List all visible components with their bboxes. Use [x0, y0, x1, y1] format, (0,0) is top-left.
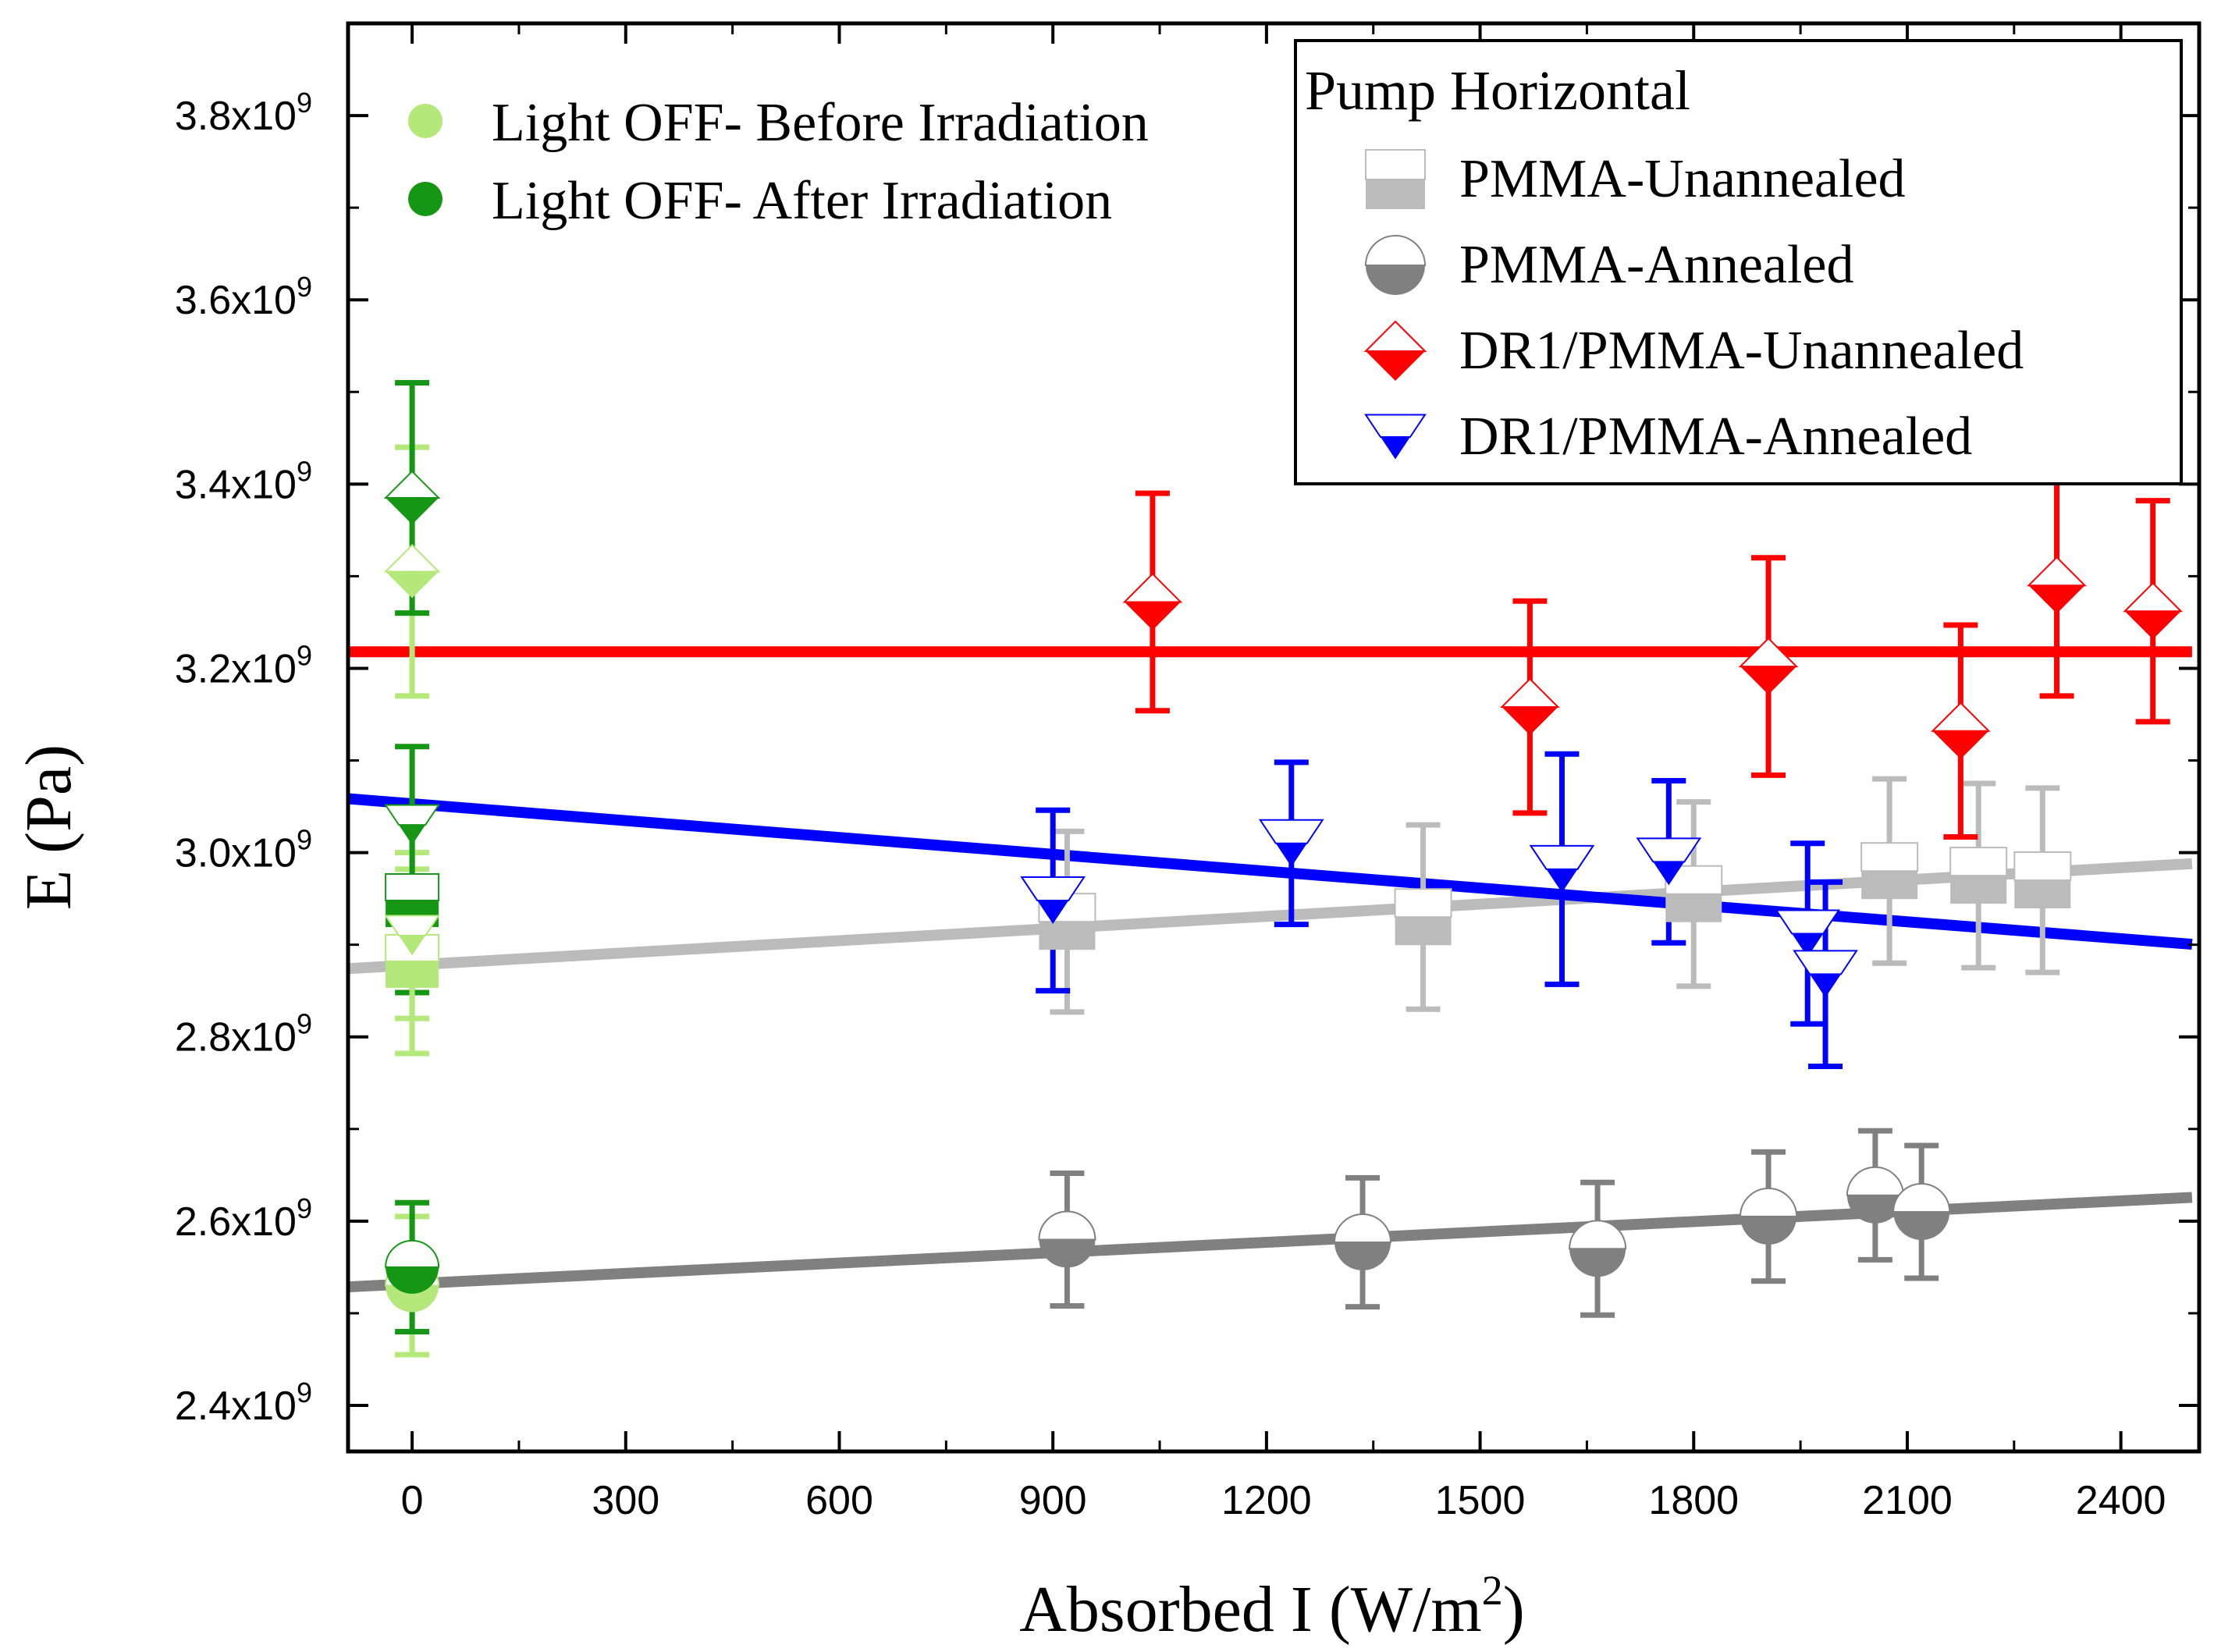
legend-label-dr1-unannealed: DR1/PMMA-Unannealed: [1459, 321, 2024, 381]
legend-title: Pump Horizontal: [1305, 59, 1690, 122]
data-point-triangle-down: [1258, 819, 1324, 867]
data-point-diamond: [1500, 677, 1560, 736]
y-tick-label: 2.4x109: [175, 1377, 312, 1429]
y-tick-label: 3.6x109: [175, 271, 312, 323]
legend-marker-after: [408, 182, 442, 216]
data-point-square: [2013, 851, 2072, 908]
data-point-diamond: [2027, 556, 2087, 614]
fit-line-triangle-down: [347, 793, 2193, 950]
legend-marker-circle: [1364, 235, 1427, 295]
legend: Pump Horizontal PMMA-Unannealed PMMA-Ann…: [1294, 39, 2183, 485]
light-off-point: [384, 804, 440, 845]
data-point-circle: [1038, 1210, 1096, 1268]
data-point-triangle-down: [1020, 876, 1086, 924]
light-off-point: [385, 1239, 440, 1294]
data-point-square: [1665, 865, 1723, 922]
x-axis-title: Absorbed I (W/m2): [1019, 1567, 1525, 1646]
data-point-triangle-down: [1529, 844, 1595, 893]
data-point-square: [1394, 888, 1452, 946]
data-point-diamond: [1930, 702, 1991, 759]
data-markers: [383, 470, 2184, 1313]
x-tick-label: 2400: [2076, 1478, 2166, 1523]
legend-label-pmma-annealed: PMMA-Annealed: [1459, 235, 1853, 295]
y-tick-label: 3.2x109: [175, 639, 312, 691]
data-point-square: [1860, 842, 1919, 900]
x-tick-label: 1800: [1648, 1478, 1739, 1523]
legend-box: [1294, 39, 2183, 485]
x-tick-label: 1500: [1435, 1478, 1526, 1523]
y-tick-label: 3.0x109: [175, 824, 312, 876]
light-off-point: [383, 544, 441, 599]
legend-label-after: Light OFF- After Irradiation: [492, 171, 1112, 231]
data-point-triangle-down: [1775, 909, 1841, 957]
legend-label-pmma-unannealed: PMMA-Unannealed: [1459, 149, 1906, 209]
light-off-point: [384, 915, 440, 956]
y-tick-label: 3.8x109: [175, 87, 312, 139]
data-point-circle: [1569, 1220, 1627, 1277]
plot-frame: [346, 21, 2202, 1454]
light-off-legend: Light OFF- Before Irradiation Light OFF-…: [408, 93, 1149, 231]
legend-marker-before: [408, 104, 442, 138]
x-tick-label: 1200: [1221, 1478, 1312, 1523]
data-point-circle: [1740, 1188, 1798, 1245]
data-point-circle: [1892, 1183, 1951, 1241]
x-tick-label: 2100: [1862, 1478, 1953, 1523]
x-tick-label: 300: [592, 1478, 659, 1523]
data-point-circle: [1846, 1166, 1904, 1224]
x-tick-label: 600: [805, 1478, 873, 1523]
data-point-triangle-down: [1793, 950, 1858, 998]
data-point-diamond: [2123, 581, 2184, 640]
x-tick-label: 0: [401, 1478, 424, 1523]
x-tick-label: 900: [1019, 1478, 1087, 1523]
y-tick-label: 2.8x109: [175, 1008, 312, 1060]
y-axis-title: E (Pa): [12, 744, 85, 910]
y-tick-label: 3.4x109: [175, 455, 312, 507]
data-point-diamond: [1122, 573, 1183, 631]
legend-marker-square: [1365, 149, 1426, 209]
legend-marker-diamond: [1363, 320, 1427, 381]
data-point-circle: [1334, 1213, 1392, 1270]
data-point-square: [1949, 847, 2008, 904]
light-off-point: [383, 470, 441, 525]
legend-label-before: Light OFF- Before Irradiation: [492, 93, 1149, 153]
data-point-triangle-down: [1636, 837, 1702, 886]
legend-marker-triangle-down: [1364, 414, 1427, 460]
y-tick-label: 2.6x109: [175, 1192, 312, 1245]
data-point-diamond: [1738, 637, 1799, 695]
axes: 0 300 600 900 1200 1500 1800 2100 2400 2.4x109 2.6…: [175, 23, 2199, 1523]
legend-label-dr1-annealed: DR1/PMMA-Annealed: [1459, 407, 1972, 467]
